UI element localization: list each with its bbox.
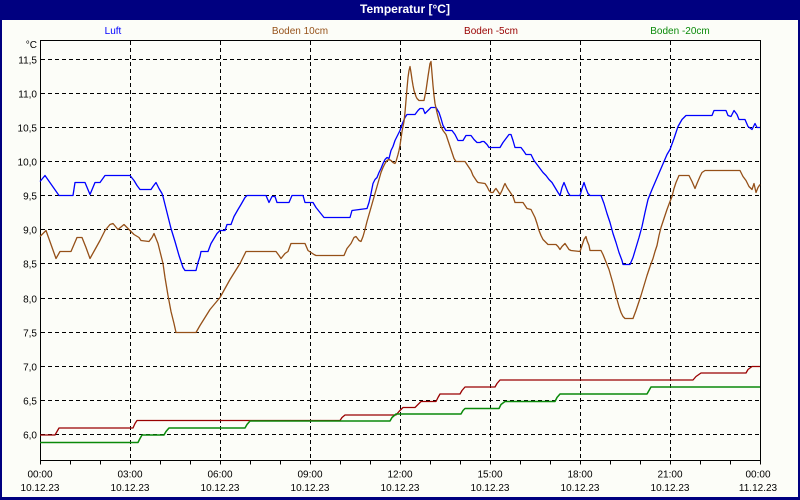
svg-text:7,5: 7,5 [23,328,37,339]
svg-text:10.12.23: 10.12.23 [291,483,330,494]
svg-text:8,5: 8,5 [23,259,37,270]
svg-text:18:00: 18:00 [567,470,592,481]
svg-text:6,0: 6,0 [23,430,37,441]
svg-text:11.12.23: 11.12.23 [739,483,778,494]
svg-text:10.12.23: 10.12.23 [201,483,240,494]
svg-text:00:00: 00:00 [27,470,52,481]
svg-text:Boden -20cm: Boden -20cm [650,26,709,37]
svg-text:10.12.23: 10.12.23 [381,483,420,494]
svg-text:10.12.23: 10.12.23 [471,483,510,494]
svg-text:06:00: 06:00 [207,470,232,481]
svg-text:6,5: 6,5 [23,396,37,407]
svg-text:10,0: 10,0 [18,157,38,168]
svg-text:Boden 10cm: Boden 10cm [272,26,328,37]
svg-text:10.12.23: 10.12.23 [651,483,690,494]
svg-text:21:00: 21:00 [657,470,682,481]
svg-text:9,0: 9,0 [23,225,37,236]
svg-text:Boden -5cm: Boden -5cm [464,26,518,37]
svg-text:10.12.23: 10.12.23 [21,483,60,494]
svg-text:15:00: 15:00 [477,470,502,481]
svg-text:10.12.23: 10.12.23 [561,483,600,494]
svg-text:11,5: 11,5 [18,55,37,66]
svg-text:Luft: Luft [105,26,122,37]
svg-text:9,5: 9,5 [23,191,37,202]
svg-text:11,0: 11,0 [18,89,37,100]
svg-text:03:00: 03:00 [117,470,142,481]
svg-text:Temperatur [°C]: Temperatur [°C] [360,2,450,16]
svg-text:°C: °C [26,40,37,51]
svg-text:12:00: 12:00 [387,470,412,481]
svg-text:10,5: 10,5 [18,123,38,134]
svg-text:7,0: 7,0 [23,362,37,373]
svg-text:00:00: 00:00 [745,470,770,481]
svg-text:09:00: 09:00 [297,470,322,481]
svg-text:10.12.23: 10.12.23 [111,483,150,494]
svg-text:8,0: 8,0 [23,294,37,305]
